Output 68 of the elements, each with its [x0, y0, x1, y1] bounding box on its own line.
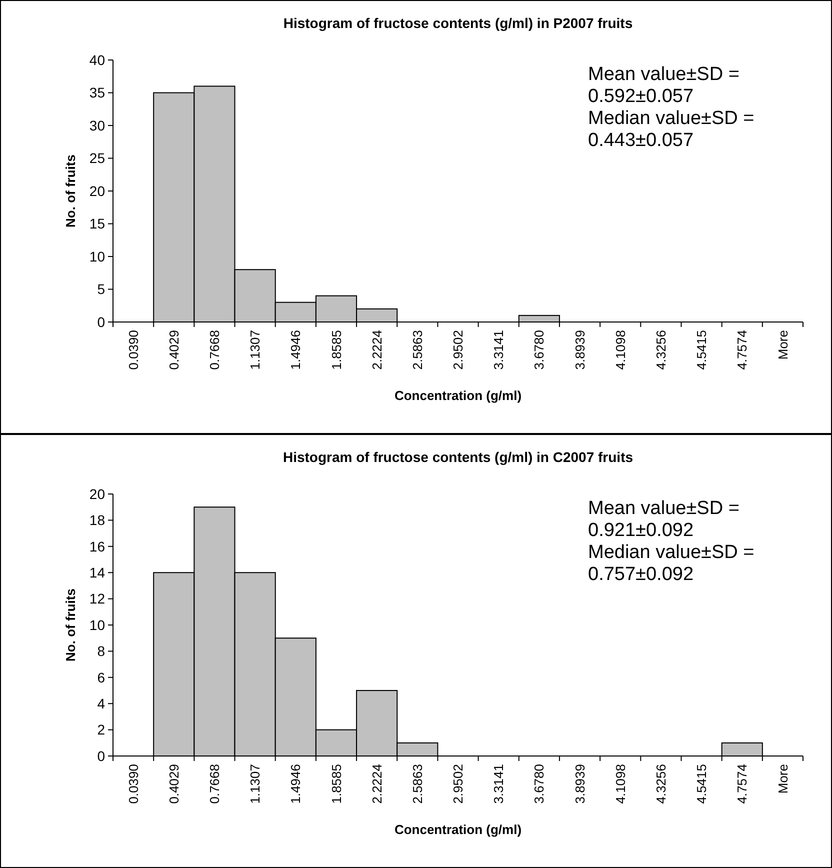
x-tick-label: More: [775, 330, 790, 360]
y-tick-label: 0: [97, 314, 106, 330]
x-tick-label: 3.8939: [572, 764, 588, 804]
x-tick-label: 1.8585: [328, 330, 344, 370]
annotation: 0.592±0.057: [588, 86, 694, 107]
y-tick-label: 40: [89, 52, 106, 68]
x-tick-label: 4.1098: [612, 764, 628, 804]
annotation: Mean value±SD =: [588, 498, 740, 519]
x-tick-label: 0.0390: [126, 330, 141, 370]
y-axis-title: No. of fruits: [63, 154, 78, 228]
y-tick-label: 20: [89, 182, 106, 199]
x-tick-label: 1.4946: [288, 330, 304, 370]
x-tick-label: 0.7668: [207, 764, 222, 804]
y-tick-label: 20: [89, 486, 106, 502]
x-tick-label: 0.4029: [166, 330, 182, 370]
x-tick-label: 2.5863: [410, 764, 425, 804]
x-tick-label: 4.3256: [653, 764, 668, 804]
annotation: 0.757±0.092: [588, 564, 694, 585]
x-tick-label: More: [775, 764, 790, 794]
x-tick-label: 0.7668: [207, 330, 222, 370]
x-tick-label: 1.1307: [248, 764, 263, 804]
x-tick-label: 0.4029: [166, 764, 182, 804]
y-tick-label: 0: [97, 748, 106, 764]
x-tick-label: 3.6780: [532, 330, 547, 370]
x-tick-label: 3.6780: [532, 764, 547, 804]
annotation: 0.443±0.057: [588, 130, 694, 151]
annotation: Median value±SD =: [588, 108, 754, 129]
x-tick-label: 1.1307: [248, 330, 263, 370]
x-tick-label: 4.7574: [734, 764, 750, 804]
chart-title: Histogram of fructose contents (g/ml) in C2007 fruits: [282, 449, 634, 465]
x-axis-title: Concentration (g/ml): [394, 388, 522, 403]
y-tick-label: 8: [97, 643, 106, 660]
x-tick-label: 3.3141: [491, 330, 506, 370]
x-tick-label: 0.0390: [126, 764, 141, 804]
x-tick-label: 4.3256: [653, 330, 668, 370]
y-tick-label: 18: [89, 512, 106, 528]
y-axis-title: No. of fruits: [63, 588, 78, 662]
x-tick-label: 4.7574: [734, 330, 750, 370]
y-tick-label: 5: [97, 281, 106, 298]
x-tick-label: 3.3141: [491, 764, 506, 804]
y-tick-label: 14: [89, 564, 106, 580]
y-tick-label: 15: [89, 216, 106, 232]
x-tick-label: 3.8939: [572, 330, 588, 370]
x-axis-title: Concentration (g/ml): [394, 822, 522, 837]
y-tick-label: 4: [97, 696, 106, 712]
annotation: Mean value±SD =: [588, 64, 740, 85]
y-tick-label: 25: [89, 150, 106, 166]
annotation: 0.921±0.092: [588, 520, 694, 541]
y-tick-label: 35: [89, 84, 106, 101]
x-tick-label: 2.2224: [369, 764, 384, 804]
y-tick-label: 10: [89, 616, 106, 633]
y-tick-label: 10: [89, 248, 106, 264]
y-tick-label: 6: [97, 669, 106, 686]
y-tick-label: 2: [97, 722, 106, 738]
y-tick-label: 30: [89, 117, 106, 134]
x-tick-label: 4.5415: [694, 764, 710, 804]
x-tick-label: 1.4946: [288, 764, 304, 804]
y-tick-label: 16: [89, 538, 106, 554]
annotation: Median value±SD =: [588, 542, 754, 563]
x-tick-label: 4.1098: [612, 330, 628, 370]
y-tick-label: 12: [89, 590, 106, 607]
chart-title: Histogram of fructose contents (g/ml) in P2007 fruits: [283, 15, 633, 31]
x-tick-label: 2.2224: [369, 330, 384, 370]
x-tick-label: 2.5863: [410, 330, 425, 370]
x-tick-label: 1.8585: [328, 764, 344, 804]
x-tick-label: 2.9502: [450, 330, 466, 370]
x-tick-label: 4.5415: [694, 330, 710, 370]
x-tick-label: 2.9502: [450, 764, 466, 804]
